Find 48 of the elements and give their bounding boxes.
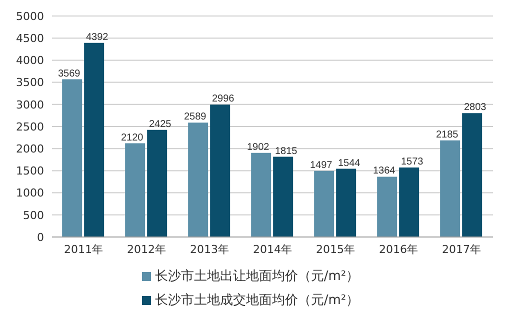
y-tick-label: 2000 — [16, 142, 44, 156]
y-tick-label: 1000 — [16, 186, 44, 200]
legend-label: 长沙市土地成交地面均价（元/m²） — [154, 293, 360, 308]
bar — [84, 42, 104, 237]
y-tick-label: 0 — [37, 230, 44, 244]
bar — [147, 130, 168, 237]
bar — [273, 156, 294, 237]
x-tick-label: 2017年 — [442, 242, 481, 256]
data-label: 1573 — [400, 156, 424, 168]
x-tick-label: 2016年 — [379, 242, 418, 256]
data-label: 3569 — [58, 68, 81, 80]
data-label: 1815 — [274, 146, 298, 157]
data-label: 2589 — [184, 112, 207, 123]
bar — [399, 167, 420, 237]
x-tick-label: 2011年 — [64, 242, 103, 256]
y-tick-label: 5000 — [16, 10, 44, 23]
data-label: 2996 — [212, 94, 235, 105]
y-tick-label: 3000 — [16, 98, 44, 112]
y-tick-label: 2500 — [16, 120, 44, 134]
data-label: 1364 — [372, 166, 396, 177]
x-tick-label: 2013年 — [190, 242, 229, 256]
y-tick-label: 4000 — [16, 54, 44, 68]
bar — [62, 79, 82, 237]
bar — [251, 152, 272, 237]
data-label: 2803 — [464, 102, 487, 114]
bar — [210, 104, 230, 237]
data-label: 2425 — [148, 118, 172, 130]
bar — [462, 113, 482, 237]
y-tick-label: 500 — [23, 208, 44, 222]
x-tick-label: 2014年 — [253, 242, 292, 256]
x-tick-label: 2012年 — [127, 242, 166, 256]
x-tick-label: 2015年 — [316, 242, 355, 256]
y-tick-label: 3500 — [16, 76, 44, 90]
bar — [314, 170, 334, 237]
y-tick-label: 1500 — [16, 164, 44, 178]
data-label: 1544 — [338, 158, 361, 169]
data-label: 1902 — [246, 142, 270, 153]
data-label: 2120 — [120, 132, 144, 144]
y-tick-label: 4500 — [16, 32, 44, 46]
bar — [440, 140, 460, 237]
data-label: 2185 — [436, 129, 459, 140]
data-label: 1497 — [310, 160, 333, 171]
legend-label: 长沙市土地出让地面均价（元/m²） — [154, 269, 360, 284]
bar — [377, 176, 398, 237]
data-label: 4392 — [86, 32, 109, 43]
bar — [336, 168, 356, 237]
bar — [188, 122, 208, 237]
bar — [125, 143, 146, 237]
